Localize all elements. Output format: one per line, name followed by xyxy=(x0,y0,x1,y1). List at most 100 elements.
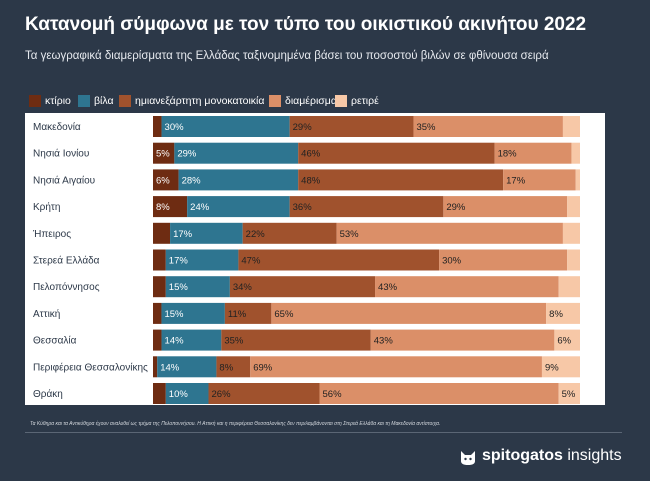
category-label: Αττική xyxy=(33,308,60,320)
bar-segment xyxy=(161,116,290,137)
bar-segment xyxy=(153,249,166,271)
data-label: 29% xyxy=(293,122,313,133)
bar-segment xyxy=(153,383,166,404)
legend-swatch xyxy=(78,95,90,107)
bar-segment xyxy=(271,302,547,324)
bar-segment xyxy=(443,196,568,218)
bar-segment xyxy=(157,356,217,378)
data-label: 48% xyxy=(301,175,321,186)
legend-label: βίλα xyxy=(94,95,114,107)
data-label: 43% xyxy=(378,282,398,293)
bar-segment xyxy=(174,142,299,164)
bar-segment xyxy=(187,196,290,218)
data-label: 29% xyxy=(177,149,197,160)
bar-segment xyxy=(153,222,171,244)
legend-swatch xyxy=(335,95,347,107)
legend-swatch xyxy=(119,95,131,107)
legend-label: ρετιρέ xyxy=(351,95,379,107)
data-label: 5% xyxy=(562,389,576,400)
data-label: 29% xyxy=(446,202,466,213)
chart-subtitle: Τα γεωγραφικά διαμερίσματα της Ελλάδας τ… xyxy=(25,50,549,62)
divider xyxy=(25,432,622,433)
bar-segment xyxy=(494,142,572,164)
bar-segment xyxy=(250,356,542,378)
bar-segment xyxy=(153,356,158,378)
bar-segment xyxy=(208,383,320,404)
bar-segment xyxy=(298,142,495,164)
data-label: 34% xyxy=(233,282,253,293)
data-label: 11% xyxy=(228,309,247,320)
bar-segment xyxy=(153,116,162,137)
bar-segment xyxy=(375,276,559,298)
footnote: Τα Κύθηρα και τα Αντικύθηρα έχουν αναλυθ… xyxy=(30,421,441,427)
legend-label: διαμέρισμα xyxy=(285,95,337,107)
bar-segment xyxy=(221,329,371,351)
bar-segment xyxy=(298,169,504,191)
data-label: 53% xyxy=(340,229,360,240)
category-label: Πελοπόννησος xyxy=(33,281,100,293)
data-label: 56% xyxy=(323,389,343,400)
data-label: 22% xyxy=(246,229,266,240)
bar-segment xyxy=(413,116,563,137)
data-label: 46% xyxy=(301,149,321,160)
data-label: 30% xyxy=(442,256,462,267)
bar-segment xyxy=(571,142,580,164)
data-label: 65% xyxy=(274,309,294,320)
bar-segment xyxy=(153,169,179,191)
legend-label: κτίριο xyxy=(45,95,71,107)
bar-segment xyxy=(541,356,580,378)
data-label: 9% xyxy=(545,362,559,373)
bar-segment xyxy=(170,222,243,244)
category-label: Νησιά Αιγαίου xyxy=(33,174,95,186)
data-label: 26% xyxy=(212,389,232,400)
category-label: Ήπειρος xyxy=(32,229,71,240)
category-label: Θεσσαλία xyxy=(33,335,77,347)
data-label: 6% xyxy=(557,336,571,347)
data-label: 15% xyxy=(169,282,189,293)
data-label: 35% xyxy=(416,122,436,133)
bar-segment xyxy=(289,116,414,137)
data-label: 28% xyxy=(182,175,202,186)
category-label: Κρήτη xyxy=(33,201,60,213)
category-label: Μακεδονία xyxy=(33,121,81,133)
bar-segment xyxy=(319,383,559,404)
data-label: 69% xyxy=(253,362,273,373)
bar-segment xyxy=(165,249,239,271)
data-label: 14% xyxy=(160,362,180,373)
data-label: 17% xyxy=(173,229,193,240)
chart-title: Κατανομή σύμφωνα με τον τύπο του οικιστι… xyxy=(25,14,587,35)
bar-segment xyxy=(554,329,580,351)
data-label: 24% xyxy=(190,202,210,213)
category-label: Νησιά Ιονίου xyxy=(33,148,89,160)
legend-swatch xyxy=(269,95,281,107)
bar-segment xyxy=(558,383,580,404)
bar-segment xyxy=(161,302,225,324)
data-label: 43% xyxy=(374,336,394,347)
data-label: 30% xyxy=(165,122,185,133)
data-label: 8% xyxy=(549,309,563,320)
bar-segment xyxy=(224,302,272,324)
brand-name: spitogatos insights xyxy=(482,447,622,465)
bar-segment xyxy=(153,196,188,218)
bar-segment xyxy=(439,249,568,271)
data-label: 18% xyxy=(498,149,518,160)
bar-segment xyxy=(161,329,222,351)
category-label: Στερεά Ελλάδα xyxy=(33,255,100,267)
stacked-bar-chart: Μακεδονία 30% 29% 35% Νησιά Ιονίου 5% 29% 46% 18… xyxy=(32,116,580,404)
bar-segment xyxy=(153,302,162,324)
bar-segment xyxy=(567,249,580,271)
bar-segment xyxy=(558,276,580,298)
data-label: 8% xyxy=(219,362,233,373)
bar-segment xyxy=(336,222,563,244)
bar-segment xyxy=(153,142,175,164)
data-label: 17% xyxy=(506,175,526,186)
bar-segment xyxy=(153,276,166,298)
bar-segment xyxy=(562,222,580,244)
data-label: 15% xyxy=(164,309,184,320)
category-label: Θράκη xyxy=(33,388,63,400)
legend-swatch xyxy=(29,95,41,107)
data-label: 35% xyxy=(224,336,244,347)
data-label: 5% xyxy=(156,149,170,160)
bar-segment xyxy=(242,222,337,244)
brand-name-strong: spitogatos xyxy=(482,447,563,464)
